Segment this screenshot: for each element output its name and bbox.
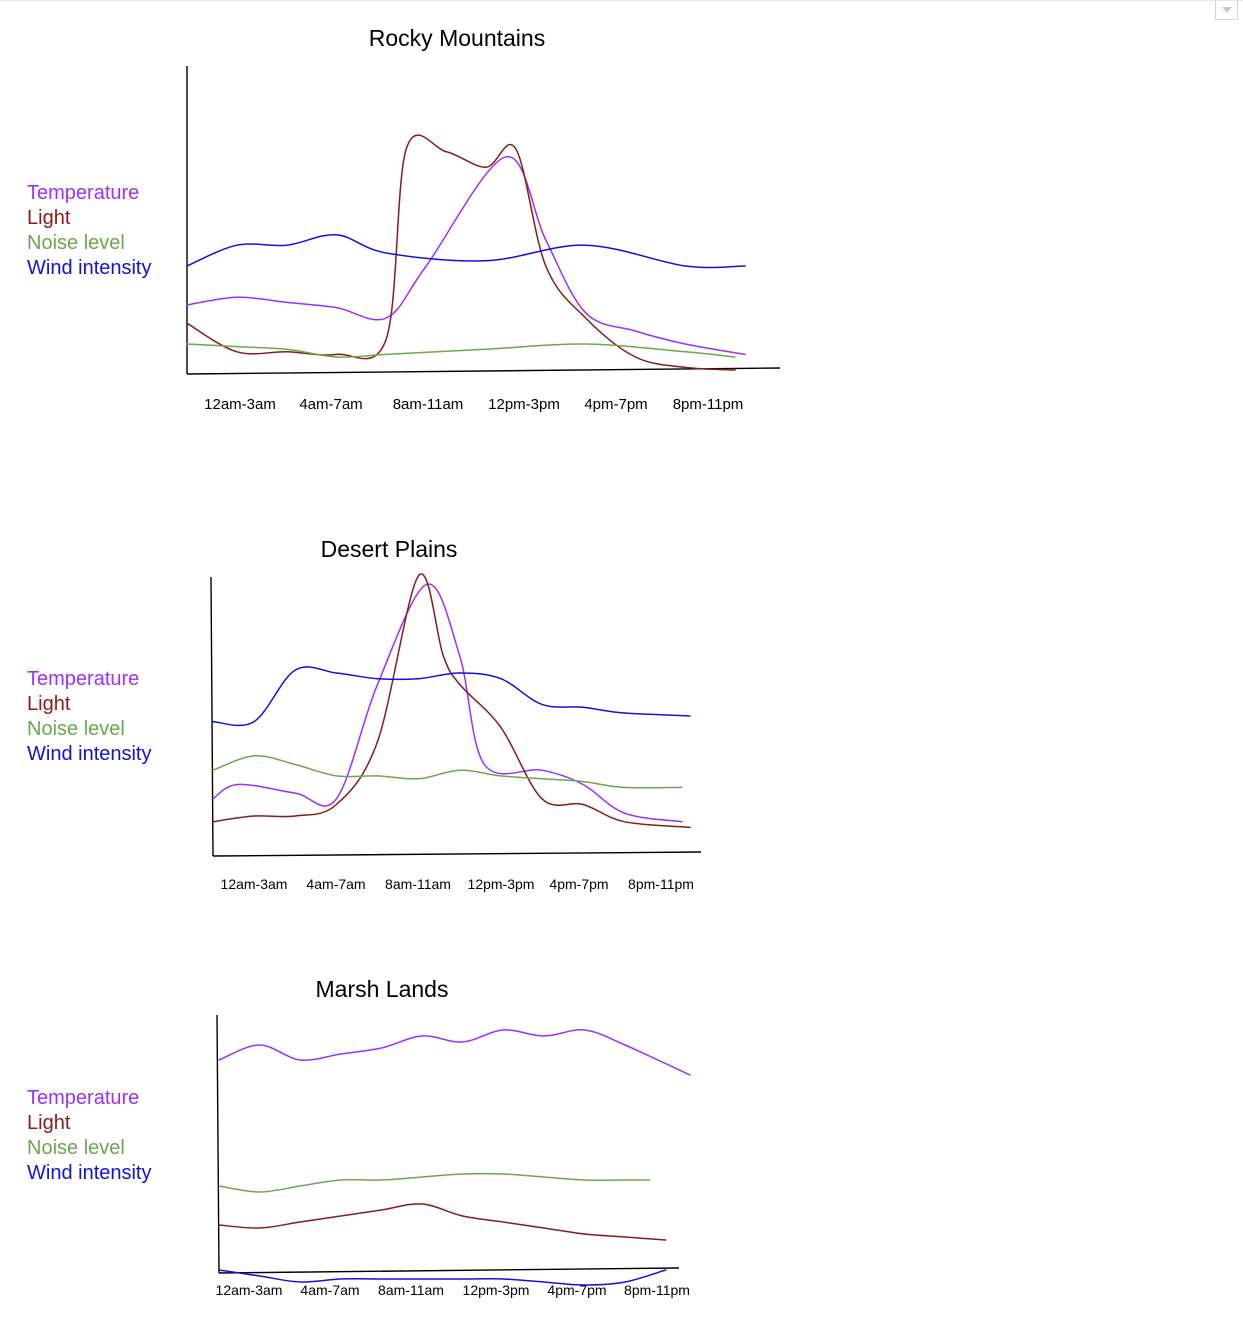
- x-tick-label: 8am-11am: [385, 876, 451, 892]
- x-tick-label: 4pm-7pm: [584, 396, 647, 413]
- series-line-light: [186, 134, 736, 371]
- x-tick-label: 8am-11am: [393, 396, 464, 413]
- x-tick-label: 4pm-7pm: [549, 876, 608, 892]
- chart-title: Marsh Lands: [316, 976, 449, 1002]
- legend-item-light: Light: [27, 207, 71, 229]
- x-tick-label: 8pm-11pm: [673, 396, 744, 413]
- x-axis: [212, 851, 702, 857]
- x-tick-label: 12pm-3pm: [468, 876, 535, 892]
- series-line-noise-level: [218, 1172, 651, 1193]
- legend-item-temperature: Temperature: [27, 1087, 139, 1109]
- chart-marsh-lands: Marsh Lands Temperature Light Noise level Wi…: [27, 976, 691, 1298]
- chart-desert-plains: Desert Plains Temperature Light Noise level…: [27, 536, 702, 892]
- x-tick-label: 12pm-3pm: [488, 396, 560, 413]
- legend-item-temperature: Temperature: [27, 182, 139, 204]
- series-line-light: [218, 1203, 667, 1241]
- x-axis: [186, 367, 781, 375]
- x-tick-label: 4pm-7pm: [547, 1282, 606, 1298]
- chevron-down-icon[interactable]: [1215, 1, 1238, 20]
- series-line-wind-intensity: [186, 234, 746, 269]
- x-tick-label: 4am-7am: [299, 396, 362, 413]
- legend-item-noise-level: Noise level: [27, 1137, 125, 1159]
- x-tick-label: 12am-3am: [221, 876, 288, 892]
- legend-item-noise-level: Noise level: [27, 718, 125, 740]
- series-line-wind-intensity: [212, 666, 691, 727]
- x-tick-label: 8am-11am: [378, 1282, 444, 1298]
- chart-rocky-mountains: Rocky Mountains Temperature Light Noise lev…: [27, 25, 781, 413]
- y-axis: [216, 1014, 220, 1274]
- x-tick-label: 8pm-11pm: [628, 876, 694, 892]
- series-line-temperature: [186, 156, 746, 356]
- legend-item-light: Light: [27, 693, 71, 715]
- legend-item-temperature: Temperature: [27, 668, 139, 690]
- series-line-light: [212, 573, 691, 829]
- x-tick-label: 4am-7am: [300, 1282, 359, 1298]
- series-line-temperature: [212, 583, 683, 823]
- legend-item-light: Light: [27, 1112, 71, 1134]
- chart-title: Rocky Mountains: [369, 25, 545, 51]
- legend-item-wind-intensity: Wind intensity: [27, 257, 152, 279]
- x-tick-label: 12am-3am: [204, 396, 276, 413]
- top-rule: [0, 0, 1243, 1]
- chart-title: Desert Plains: [321, 536, 458, 562]
- x-tick-label: 4am-7am: [306, 876, 365, 892]
- legend-item-noise-level: Noise level: [27, 232, 125, 254]
- series-line-noise-level: [212, 755, 683, 789]
- chevron-glyph: [1222, 7, 1232, 13]
- x-tick-label: 12pm-3pm: [463, 1282, 530, 1298]
- series-line-wind-intensity: [218, 1269, 667, 1286]
- x-tick-label: 12am-3am: [216, 1282, 283, 1298]
- legend-item-wind-intensity: Wind intensity: [27, 1162, 152, 1184]
- legend-item-wind-intensity: Wind intensity: [27, 743, 152, 765]
- series-line-temperature: [218, 1029, 691, 1076]
- y-axis: [210, 576, 214, 857]
- series-line-noise-level: [186, 343, 736, 358]
- x-tick-label: 8pm-11pm: [624, 1282, 690, 1298]
- x-axis: [218, 1267, 680, 1274]
